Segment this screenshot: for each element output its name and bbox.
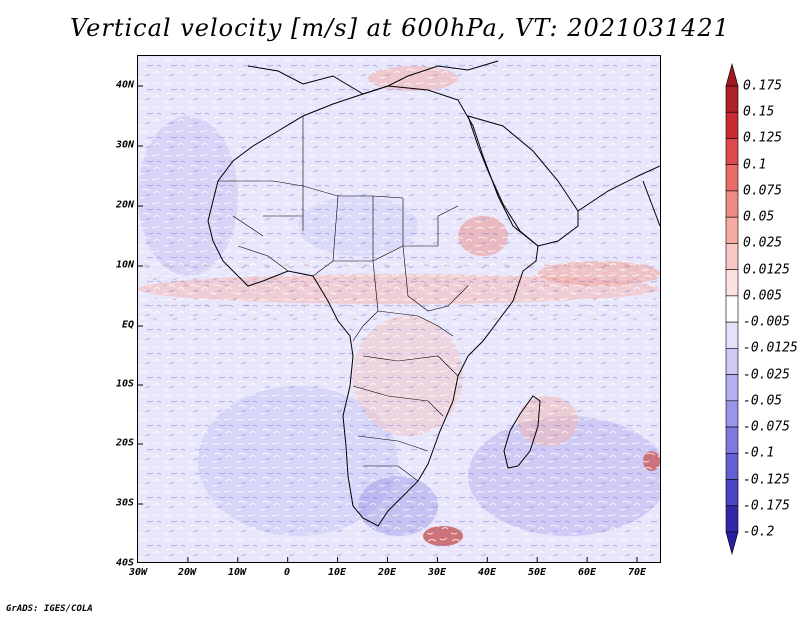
lon-label-70e: 70E [627,567,647,578]
lon-label-10w: 10W [227,567,247,578]
colorbar-label: -0.025 [743,367,790,383]
tick-marks [138,85,638,562]
map-plot-area [137,55,661,563]
texture-overlay [138,56,660,562]
colorbar-swatch [725,321,739,349]
colorbar-swatch [725,426,739,454]
lat-label-10s: 10S [115,378,134,390]
colorbar-swatch [725,243,739,270]
lon-label-30w: 30W [128,567,148,578]
colorbar-swatch [725,295,739,323]
lat-label-10n: 10N [115,259,134,271]
colorbar-swatch [725,111,739,139]
colorbar-swatch [725,164,739,192]
colorbar-label: -0.0125 [743,340,798,356]
colorbar-swatch [725,190,739,218]
lat-label-eq: EQ [121,319,134,331]
lat-label-30s: 30S [115,497,134,509]
grads-credit: GrADS: IGES/COLA [6,604,93,614]
colorbar-label: 0.1 [743,157,767,173]
lon-label-40e: 40E [477,567,497,578]
colorbar-min-triangle [725,531,739,556]
colorbar-label: 0.05 [743,209,775,225]
lon-label-0: 0 [283,567,291,578]
colorbar-swatch [725,452,739,480]
lon-label-60e: 60E [577,567,597,578]
madagascar-coastline [503,395,541,469]
colorbar-label: -0.1 [743,445,775,461]
colorbar-label: 0.025 [743,235,783,251]
colorbar-label: 0.15 [743,104,775,120]
map-canvas [138,56,660,562]
colorbar-label: 0.0125 [743,262,790,278]
lon-label-20e: 20E [377,567,397,578]
coastlines-and-borders [207,60,660,527]
lat-label-20s: 20S [115,437,134,449]
lat-label-30n: 30N [115,139,134,151]
colorbar-swatch [725,138,739,166]
asia-coastline [577,165,660,212]
colorbar-max-triangle [725,62,739,87]
colorbar-swatch [725,269,739,297]
colorbar-label: -0.05 [743,393,783,409]
europe-coastline [247,60,499,95]
colorbar-label: -0.175 [743,498,790,514]
colorbar-swatch [725,400,739,428]
lat-label-20n: 20N [115,199,134,211]
lon-label-30e: 30E [427,567,447,578]
colorbar-label: -0.075 [743,419,790,435]
india-coastline [642,180,660,227]
lon-label-50e: 50E [527,567,547,578]
colorbar-swatch [725,85,739,113]
country-borders [218,116,469,482]
colorbar-swatch [725,374,739,402]
arabian-peninsula-coastline [467,115,579,247]
colorbar-label: 0.125 [743,130,783,146]
colorbar-label: 0.175 [743,78,783,94]
colorbar-swatch [725,505,739,533]
colorbar-label: 0.075 [743,183,783,199]
colorbar-label: -0.2 [743,524,775,540]
colorbar-swatch [725,348,739,375]
colorbar-label: 0.005 [743,288,783,304]
lat-label-40n: 40N [115,79,134,91]
colorbar-label: -0.005 [743,314,790,330]
colorbar-swatch [725,479,739,507]
colorbar-swatch [725,216,739,244]
lon-label-20w: 20W [177,567,197,578]
lon-label-10e: 10E [327,567,347,578]
colorbar-label: -0.125 [743,472,790,488]
chart-title: Vertical velocity [m/s] at 600hPa, VT: 2… [70,14,730,42]
lat-label-40s: 40S [115,557,134,569]
